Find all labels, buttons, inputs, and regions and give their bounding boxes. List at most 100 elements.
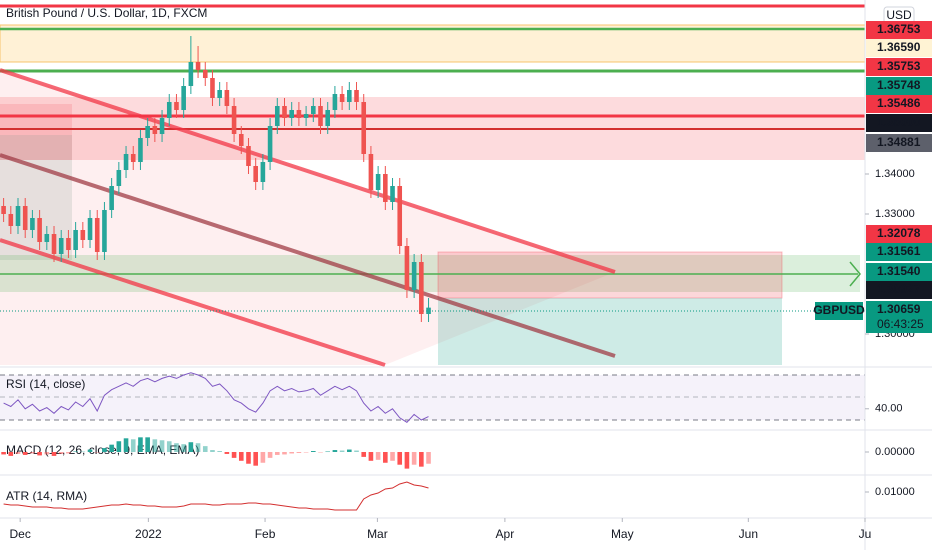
candle-body — [282, 106, 287, 118]
candle-body — [87, 218, 93, 240]
price-tag-label: 1.31561 — [877, 244, 921, 258]
macd-bar — [311, 451, 316, 452]
macd-bar — [397, 452, 403, 465]
symbol-tag — [815, 302, 863, 320]
candle-body — [253, 166, 258, 182]
macd-bar — [332, 450, 338, 452]
x-tick-label: Dec — [9, 527, 30, 541]
candle-body — [66, 238, 71, 250]
candle-body — [296, 110, 302, 118]
candle-body — [246, 146, 251, 166]
macd-bar — [87, 449, 93, 452]
macd-bar — [109, 444, 114, 452]
candle-body — [368, 154, 374, 190]
candle-body — [238, 134, 244, 146]
candle-body — [37, 218, 42, 242]
candle-body — [1, 206, 6, 214]
macd-bar — [202, 446, 208, 452]
macd-bar — [44, 452, 50, 455]
macd-bar — [181, 444, 186, 452]
y-tick-label: 0.00000 — [875, 446, 915, 458]
price-tag — [866, 134, 932, 152]
macd-bar — [339, 450, 345, 452]
candle-body — [138, 138, 143, 162]
macd-bar — [210, 450, 215, 452]
drawings — [0, 4, 866, 367]
macd-bar — [296, 452, 302, 453]
candle-body — [231, 106, 237, 134]
price-tag — [866, 95, 932, 113]
candle-body — [426, 307, 431, 314]
y-tick-label: 40.00 — [875, 403, 903, 415]
trend-line — [0, 68, 616, 274]
macd-bar — [404, 452, 410, 469]
candle-body — [303, 114, 309, 118]
candle-body — [397, 186, 403, 246]
price-tag — [866, 58, 932, 76]
macd-bar — [238, 452, 244, 461]
candle-body — [289, 110, 294, 118]
macd-bar — [426, 452, 431, 464]
macd-bar — [195, 443, 201, 452]
macd-bar — [66, 452, 71, 454]
arrow-head — [849, 261, 861, 287]
price-tag-label: 1.32078 — [877, 226, 921, 240]
candle-body — [260, 162, 266, 182]
price-tag-label: 1.35000 — [877, 115, 921, 129]
candle-body — [73, 230, 78, 250]
price-tag-label: 1.31540 — [877, 264, 921, 278]
candle-body — [411, 262, 417, 290]
candle-body — [224, 90, 230, 106]
macd-bar — [375, 452, 381, 460]
pane-title: RSI (14, close) — [6, 377, 85, 391]
candle-body — [347, 90, 352, 102]
candle-body — [354, 90, 359, 102]
macd-bar — [37, 452, 42, 456]
x-tick-label: Apr — [496, 527, 515, 541]
candle-body — [217, 90, 222, 98]
candle-body — [325, 110, 331, 126]
symbol-tag-label: GBPUSD — [813, 303, 865, 317]
x-tick-label: Mar — [367, 527, 388, 541]
candle-body — [22, 206, 28, 230]
candle-body — [44, 234, 50, 242]
candle-body — [166, 102, 172, 118]
macd-bar — [51, 452, 57, 456]
candle-body — [181, 86, 186, 110]
x-tick-label: Feb — [255, 527, 276, 541]
currency[interactable]: USD — [886, 8, 912, 22]
price-tag — [866, 243, 932, 261]
candle-body — [80, 230, 86, 240]
macd-bar — [94, 452, 100, 453]
candle-body — [390, 186, 395, 202]
y-tick-label: 1.34000 — [875, 168, 915, 180]
macd-bar — [354, 450, 359, 452]
supply-zone — [0, 24, 866, 63]
macd-bar — [325, 451, 331, 453]
candle-body — [102, 210, 107, 252]
candle-body — [188, 62, 194, 86]
candle-body — [404, 246, 410, 290]
price-tag-label: 1.35748 — [877, 78, 921, 92]
macd-bar — [188, 442, 194, 452]
macd-bar — [159, 440, 165, 452]
macd-bar — [152, 439, 158, 452]
candle-body — [51, 234, 57, 254]
price-tag — [866, 77, 932, 95]
candle-body — [123, 154, 129, 170]
macd-bar — [419, 452, 424, 467]
candle-body — [58, 238, 64, 254]
macd-bar — [253, 452, 258, 466]
candle-body — [94, 218, 100, 252]
x-tick-label: May — [611, 527, 634, 541]
macd-bar — [260, 452, 266, 463]
candle-body — [30, 218, 35, 230]
macd-bar — [1, 452, 6, 455]
macd-bar — [138, 437, 143, 452]
macd-bar — [289, 452, 294, 454]
price-tag — [866, 39, 932, 57]
macd-bar — [224, 452, 230, 454]
candle-body — [419, 262, 424, 314]
